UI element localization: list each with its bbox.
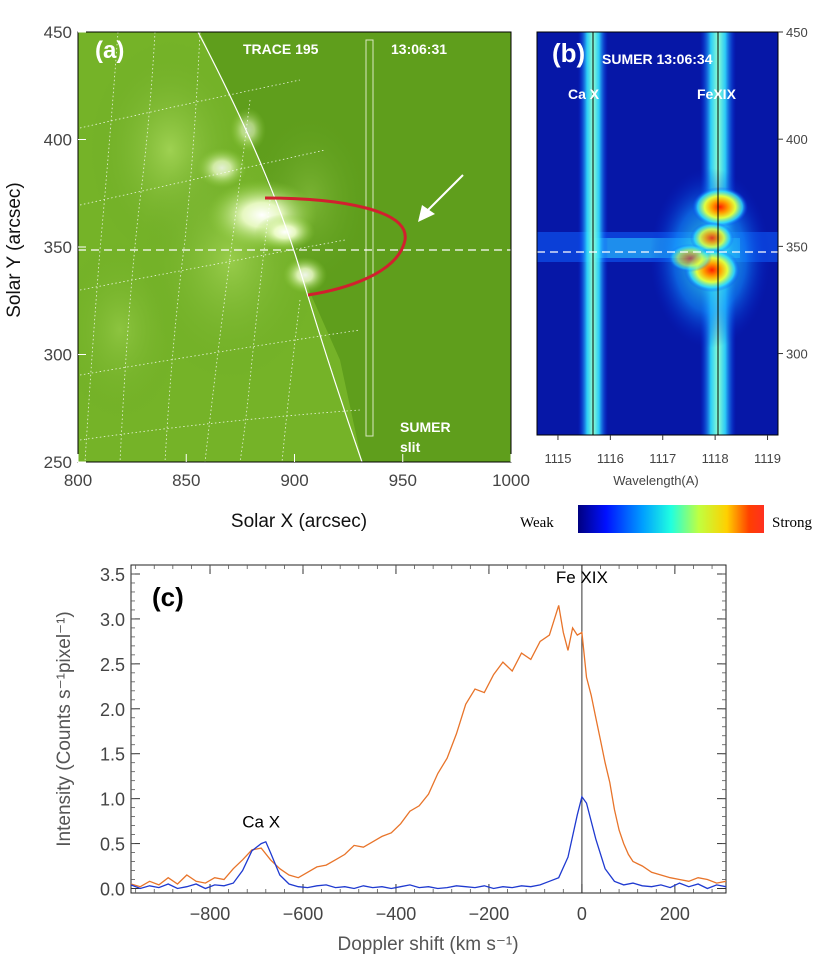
panel-c-ytick-label: 0.5	[100, 835, 125, 855]
arrow-icon	[418, 205, 435, 222]
panel-c-axes: −800 −600 −400 −200 0 200 0.0 0.5 1.0 1.5 2.0 2.5 3.…	[100, 565, 726, 924]
panel-a: (a) TRACE 195 13:06:31 SUMER slit 800 850…	[4, 23, 530, 532]
panel-c-ytick-label: 3.0	[100, 610, 125, 630]
panel-a-xtick-label: 900	[280, 471, 308, 490]
panel-c-annotation: Fe XIX	[556, 568, 608, 587]
panel-c-xtick-label: 0	[577, 904, 587, 924]
panel-a-ylabel: Solar Y (arcsec)	[4, 182, 25, 318]
panel-a-x-axis: 800 850 900 950 1000	[64, 454, 530, 490]
colorbar-low-label: Weak	[520, 515, 554, 531]
sumer-slit	[365, 39, 374, 437]
panel-a-label: (a)	[95, 37, 124, 64]
panel-b-ytick-label: 300	[786, 347, 808, 362]
panel-c-ytick-label: 1.5	[100, 745, 125, 765]
panel-b-ytick-label: 400	[786, 132, 808, 147]
panel-a-image	[78, 32, 511, 462]
panel-c-ytick-label: 2.0	[100, 700, 125, 720]
panel-c-xtick-label: 200	[660, 904, 690, 924]
solar-limb	[197, 32, 363, 462]
panel-a-ytick-label: 350	[44, 238, 72, 257]
series-line-0	[131, 605, 726, 888]
panel-c-ytick-label: 2.5	[100, 655, 125, 675]
panel-b-ytick-label: 450	[786, 25, 808, 40]
slit-label-2: slit	[400, 439, 421, 455]
panel-b-xtick-label: 1118	[702, 451, 729, 466]
panel-c-annotation: Ca X	[242, 812, 280, 831]
panel-b-y-axis: 300 350 400 450	[778, 25, 808, 362]
series-line-1	[131, 795, 726, 890]
panel-a-xtick-label: 800	[64, 471, 92, 490]
colorbar	[578, 505, 764, 533]
panel-c: −800 −600 −400 −200 0 200 0.0 0.5 1.0 1.5 2.0 2.5 3.…	[54, 564, 727, 955]
panel-a-xtick-label: 950	[389, 471, 417, 490]
panel-a-ytick-label: 450	[44, 23, 72, 42]
panel-a-y-axis: 250 300 350 400 450	[44, 23, 86, 472]
panel-a-ytick-label: 300	[44, 346, 72, 365]
panel-b-label: (b)	[552, 38, 585, 68]
panel-c-xlabel: Doppler shift (km s⁻¹)	[337, 934, 518, 955]
panel-c-annotations: Ca X Fe XIX	[242, 568, 608, 831]
panel-c-label: (c)	[152, 582, 184, 612]
colorbar-high-label: Strong	[772, 515, 813, 531]
panel-c-xtick-label: −600	[283, 904, 324, 924]
slit-label-1: SUMER	[400, 419, 451, 435]
panel-b-xtick-label: 1115	[544, 451, 571, 466]
panel-a-instrument: TRACE 195	[243, 41, 319, 57]
panel-c-ylabel: Intensity (Counts s⁻¹pixel⁻¹)	[54, 611, 75, 846]
panel-b-spectrum	[537, 32, 778, 435]
panel-a-ytick-label: 400	[44, 131, 72, 150]
panel-b: (b) SUMER 13:06:34 Ca X FeXIX 1115 1116 11…	[520, 25, 813, 533]
panel-c-frame	[130, 564, 727, 894]
panel-b-ytick-label: 350	[786, 239, 808, 254]
panel-c-xtick-label: −200	[469, 904, 510, 924]
heliographic-grid	[79, 32, 361, 462]
panel-b-xtick-label: 1117	[649, 451, 676, 466]
panel-a-xtick-label: 850	[172, 471, 200, 490]
panel-c-ytick-label: 0.0	[100, 880, 125, 900]
panel-a-xtick-label: 1000	[492, 471, 530, 490]
panel-c-ytick-label: 3.5	[100, 565, 125, 585]
panel-b-x-axis: 1115 1116 1117 1118 1119	[544, 435, 781, 466]
panel-b-line-left: Ca X	[568, 86, 600, 102]
panel-c-ytick-label: 1.0	[100, 790, 125, 810]
panel-b-xlabel: Wavelength(A)	[613, 473, 699, 488]
panel-a-ytick-label: 250	[44, 453, 72, 472]
arrow-shaft	[427, 174, 464, 211]
panel-c-plot	[131, 565, 726, 893]
panel-b-xtick-label: 1119	[754, 451, 781, 466]
panel-a-xlabel: Solar X (arcsec)	[231, 511, 367, 532]
panel-c-xtick-label: −800	[190, 904, 231, 924]
panel-a-time: 13:06:31	[391, 41, 447, 57]
panel-b-title: SUMER 13:06:34	[602, 51, 713, 67]
panel-c-xtick-label: −400	[376, 904, 417, 924]
loop-outline	[264, 196, 407, 297]
panel-b-line-right: FeXIX	[697, 86, 737, 102]
panel-b-xtick-label: 1116	[597, 451, 624, 466]
